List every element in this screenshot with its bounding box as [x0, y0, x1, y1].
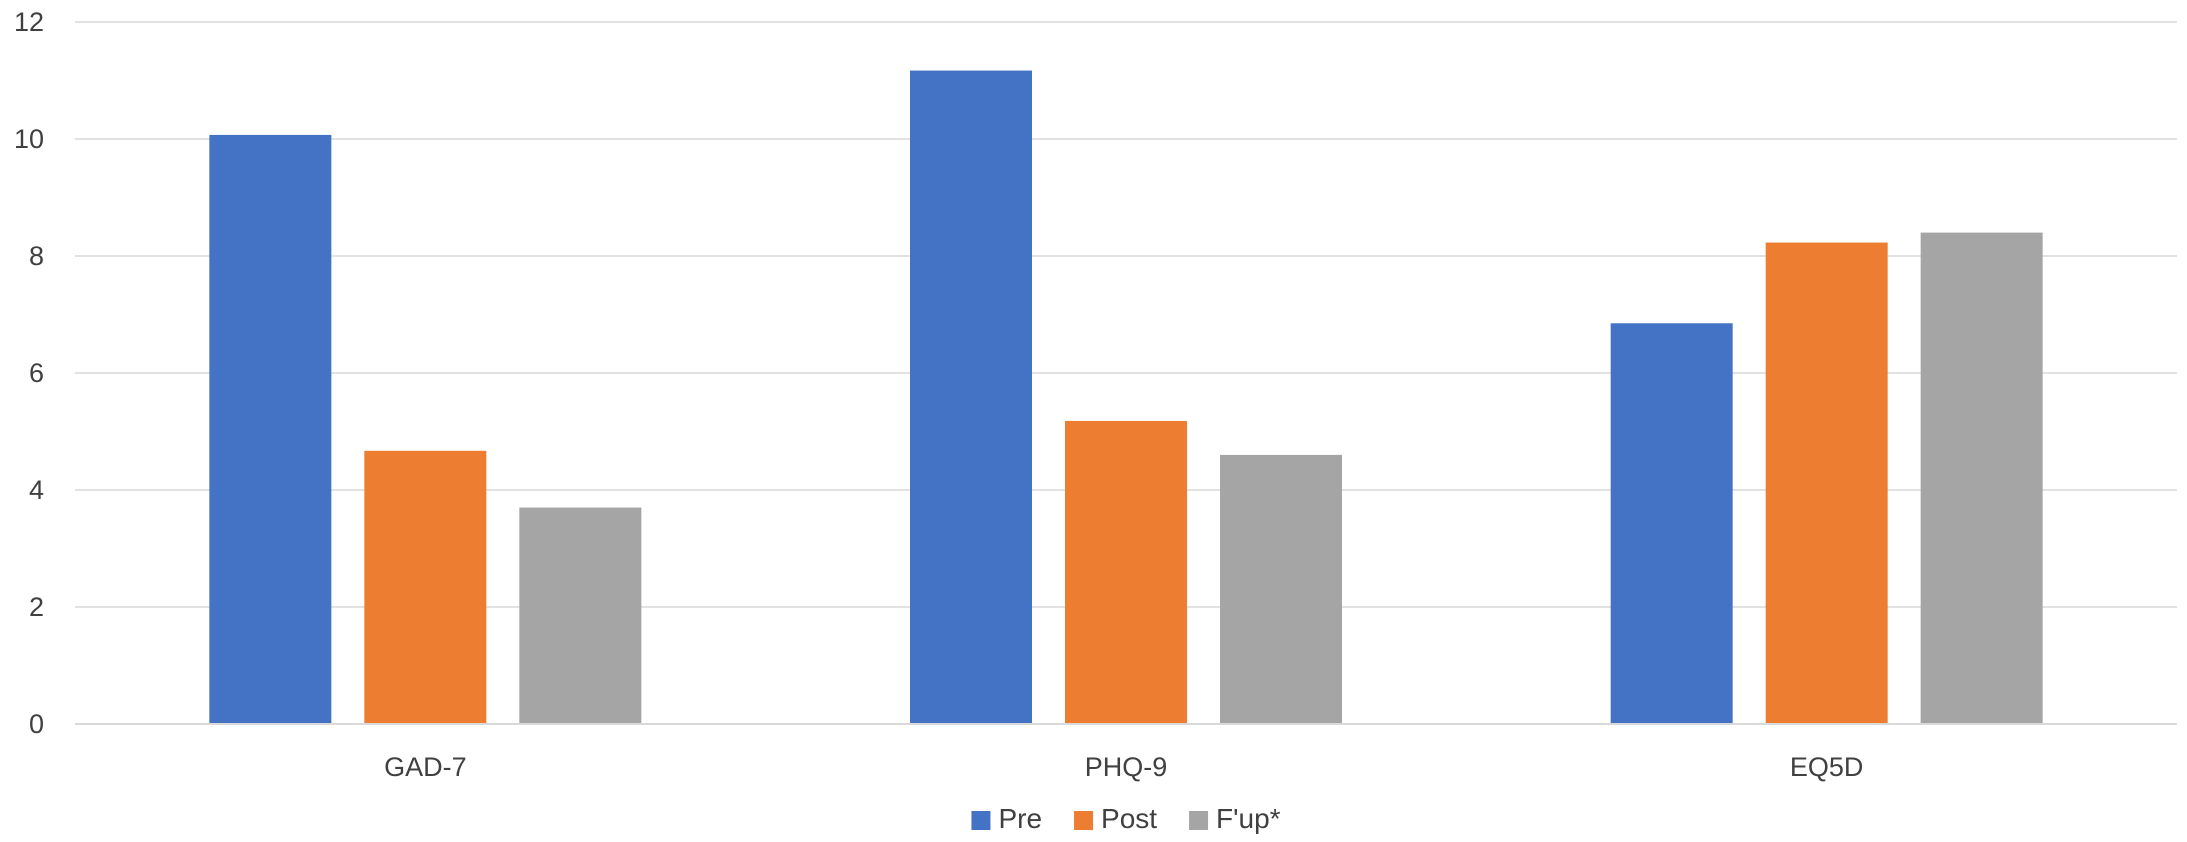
- y-tick-label: 12: [14, 7, 44, 37]
- y-tick-label: 2: [29, 592, 44, 622]
- y-tick-label: 6: [29, 358, 44, 388]
- legend-label: Post: [1101, 803, 1157, 834]
- bar-eq5d-fup: [1920, 232, 2043, 724]
- y-tick-label: 0: [29, 709, 44, 739]
- legend-item: Pre: [971, 803, 1042, 834]
- bar-gad-7-pre: [209, 134, 332, 724]
- bar-phq-9-post: [1065, 420, 1187, 724]
- legend-item: Post: [1074, 803, 1157, 834]
- legend-item: F'up*: [1189, 803, 1281, 834]
- bar-eq5d-post: [1765, 242, 1888, 725]
- legend: Pre Post F'up*: [971, 803, 1281, 834]
- legend-swatch: [1189, 811, 1209, 830]
- legend-label: Pre: [998, 803, 1042, 834]
- legend-swatch: [971, 811, 991, 830]
- bar-phq-9-pre: [910, 70, 1032, 725]
- bar-gad-7-fup: [519, 507, 642, 724]
- y-tick-label: 8: [29, 241, 44, 271]
- legend-swatch: [1074, 811, 1094, 830]
- legend-label: F'up*: [1216, 803, 1281, 834]
- bar-eq5d-pre: [1610, 323, 1733, 724]
- bar-phq-9-fup: [1220, 454, 1342, 724]
- category-label: EQ5D: [1790, 752, 1864, 782]
- y-axis-tick-labels: 0 2 4 6 8 10 12: [14, 7, 44, 739]
- category-label: PHQ-9: [1085, 752, 1168, 782]
- bar-gad-7-post: [364, 450, 487, 724]
- bars: [209, 70, 2043, 725]
- category-labels: GAD-7 PHQ-9 EQ5D: [384, 752, 1863, 782]
- y-tick-label: 4: [29, 475, 44, 505]
- y-tick-label: 10: [14, 124, 44, 154]
- category-label: GAD-7: [384, 752, 467, 782]
